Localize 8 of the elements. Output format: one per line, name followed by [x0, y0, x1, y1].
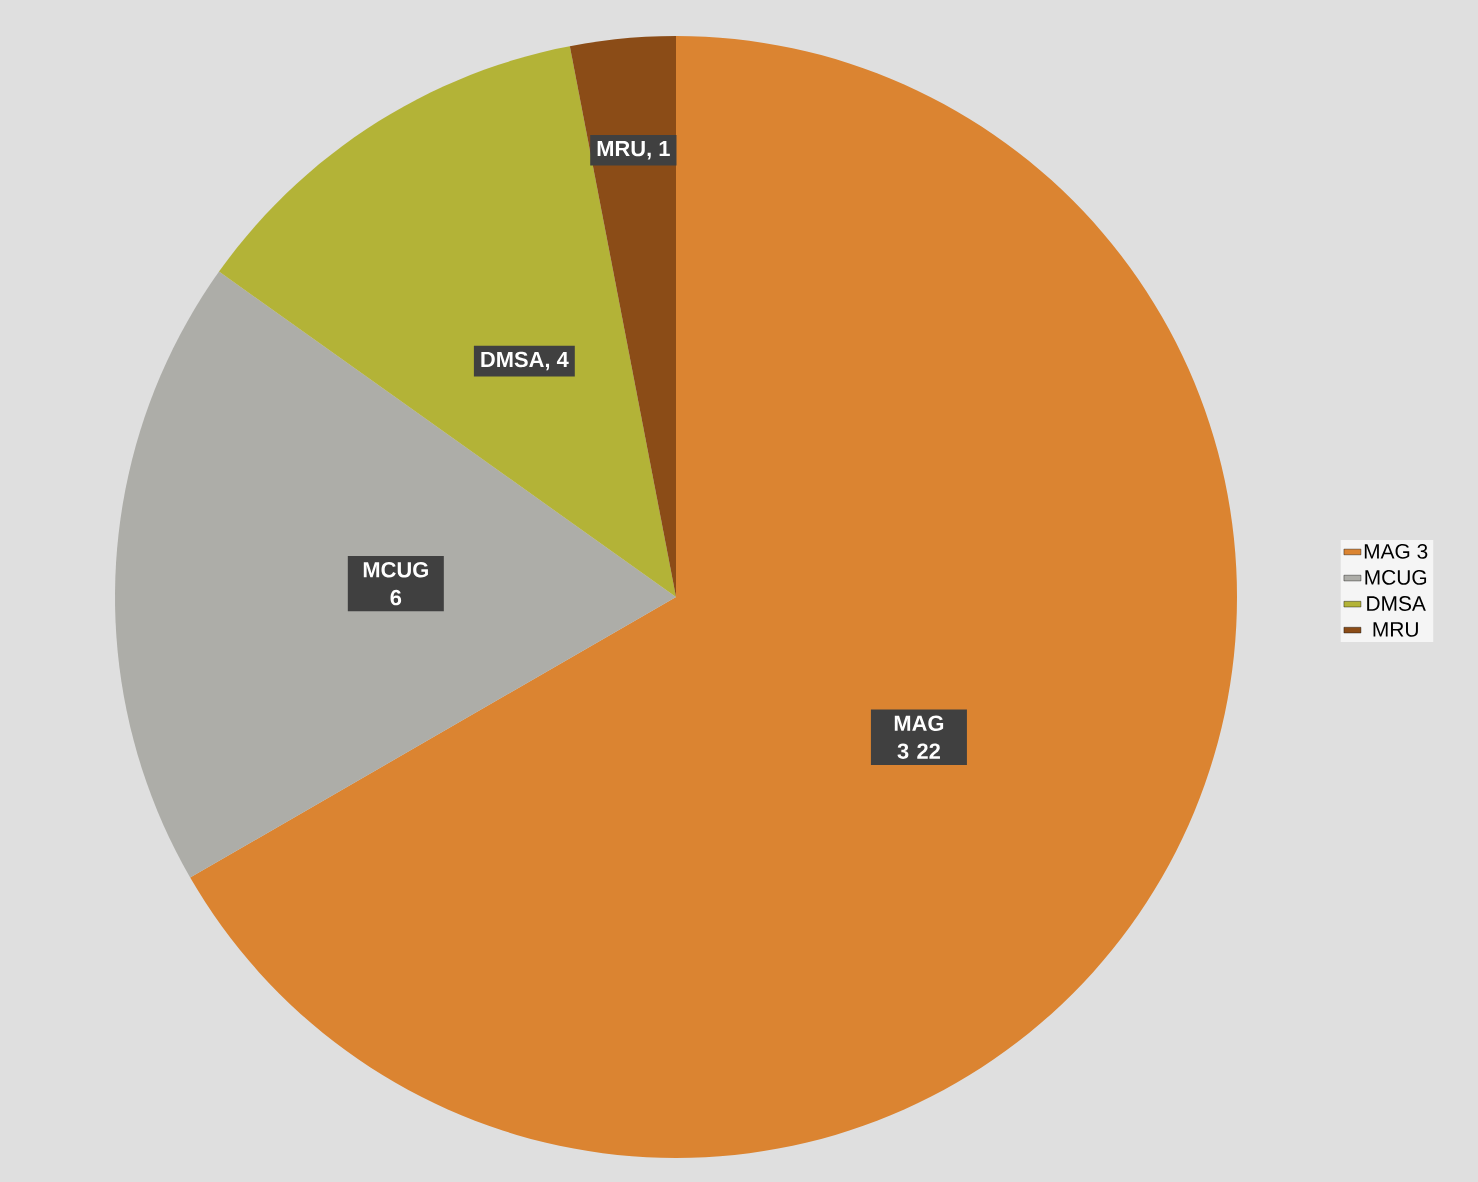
- data-label: MRU, 1: [597, 141, 670, 160]
- legend-label: MRU: [1373, 622, 1418, 637]
- data-label: MAG 3 22: [894, 715, 944, 759]
- legend-label: DMSA: [1367, 596, 1426, 611]
- data-label: MCUG 6: [363, 561, 428, 606]
- legend-label: MCUG: [1365, 570, 1427, 585]
- legend-label: MAG 3: [1364, 543, 1428, 559]
- data-label: DMSA, 4: [481, 351, 569, 371]
